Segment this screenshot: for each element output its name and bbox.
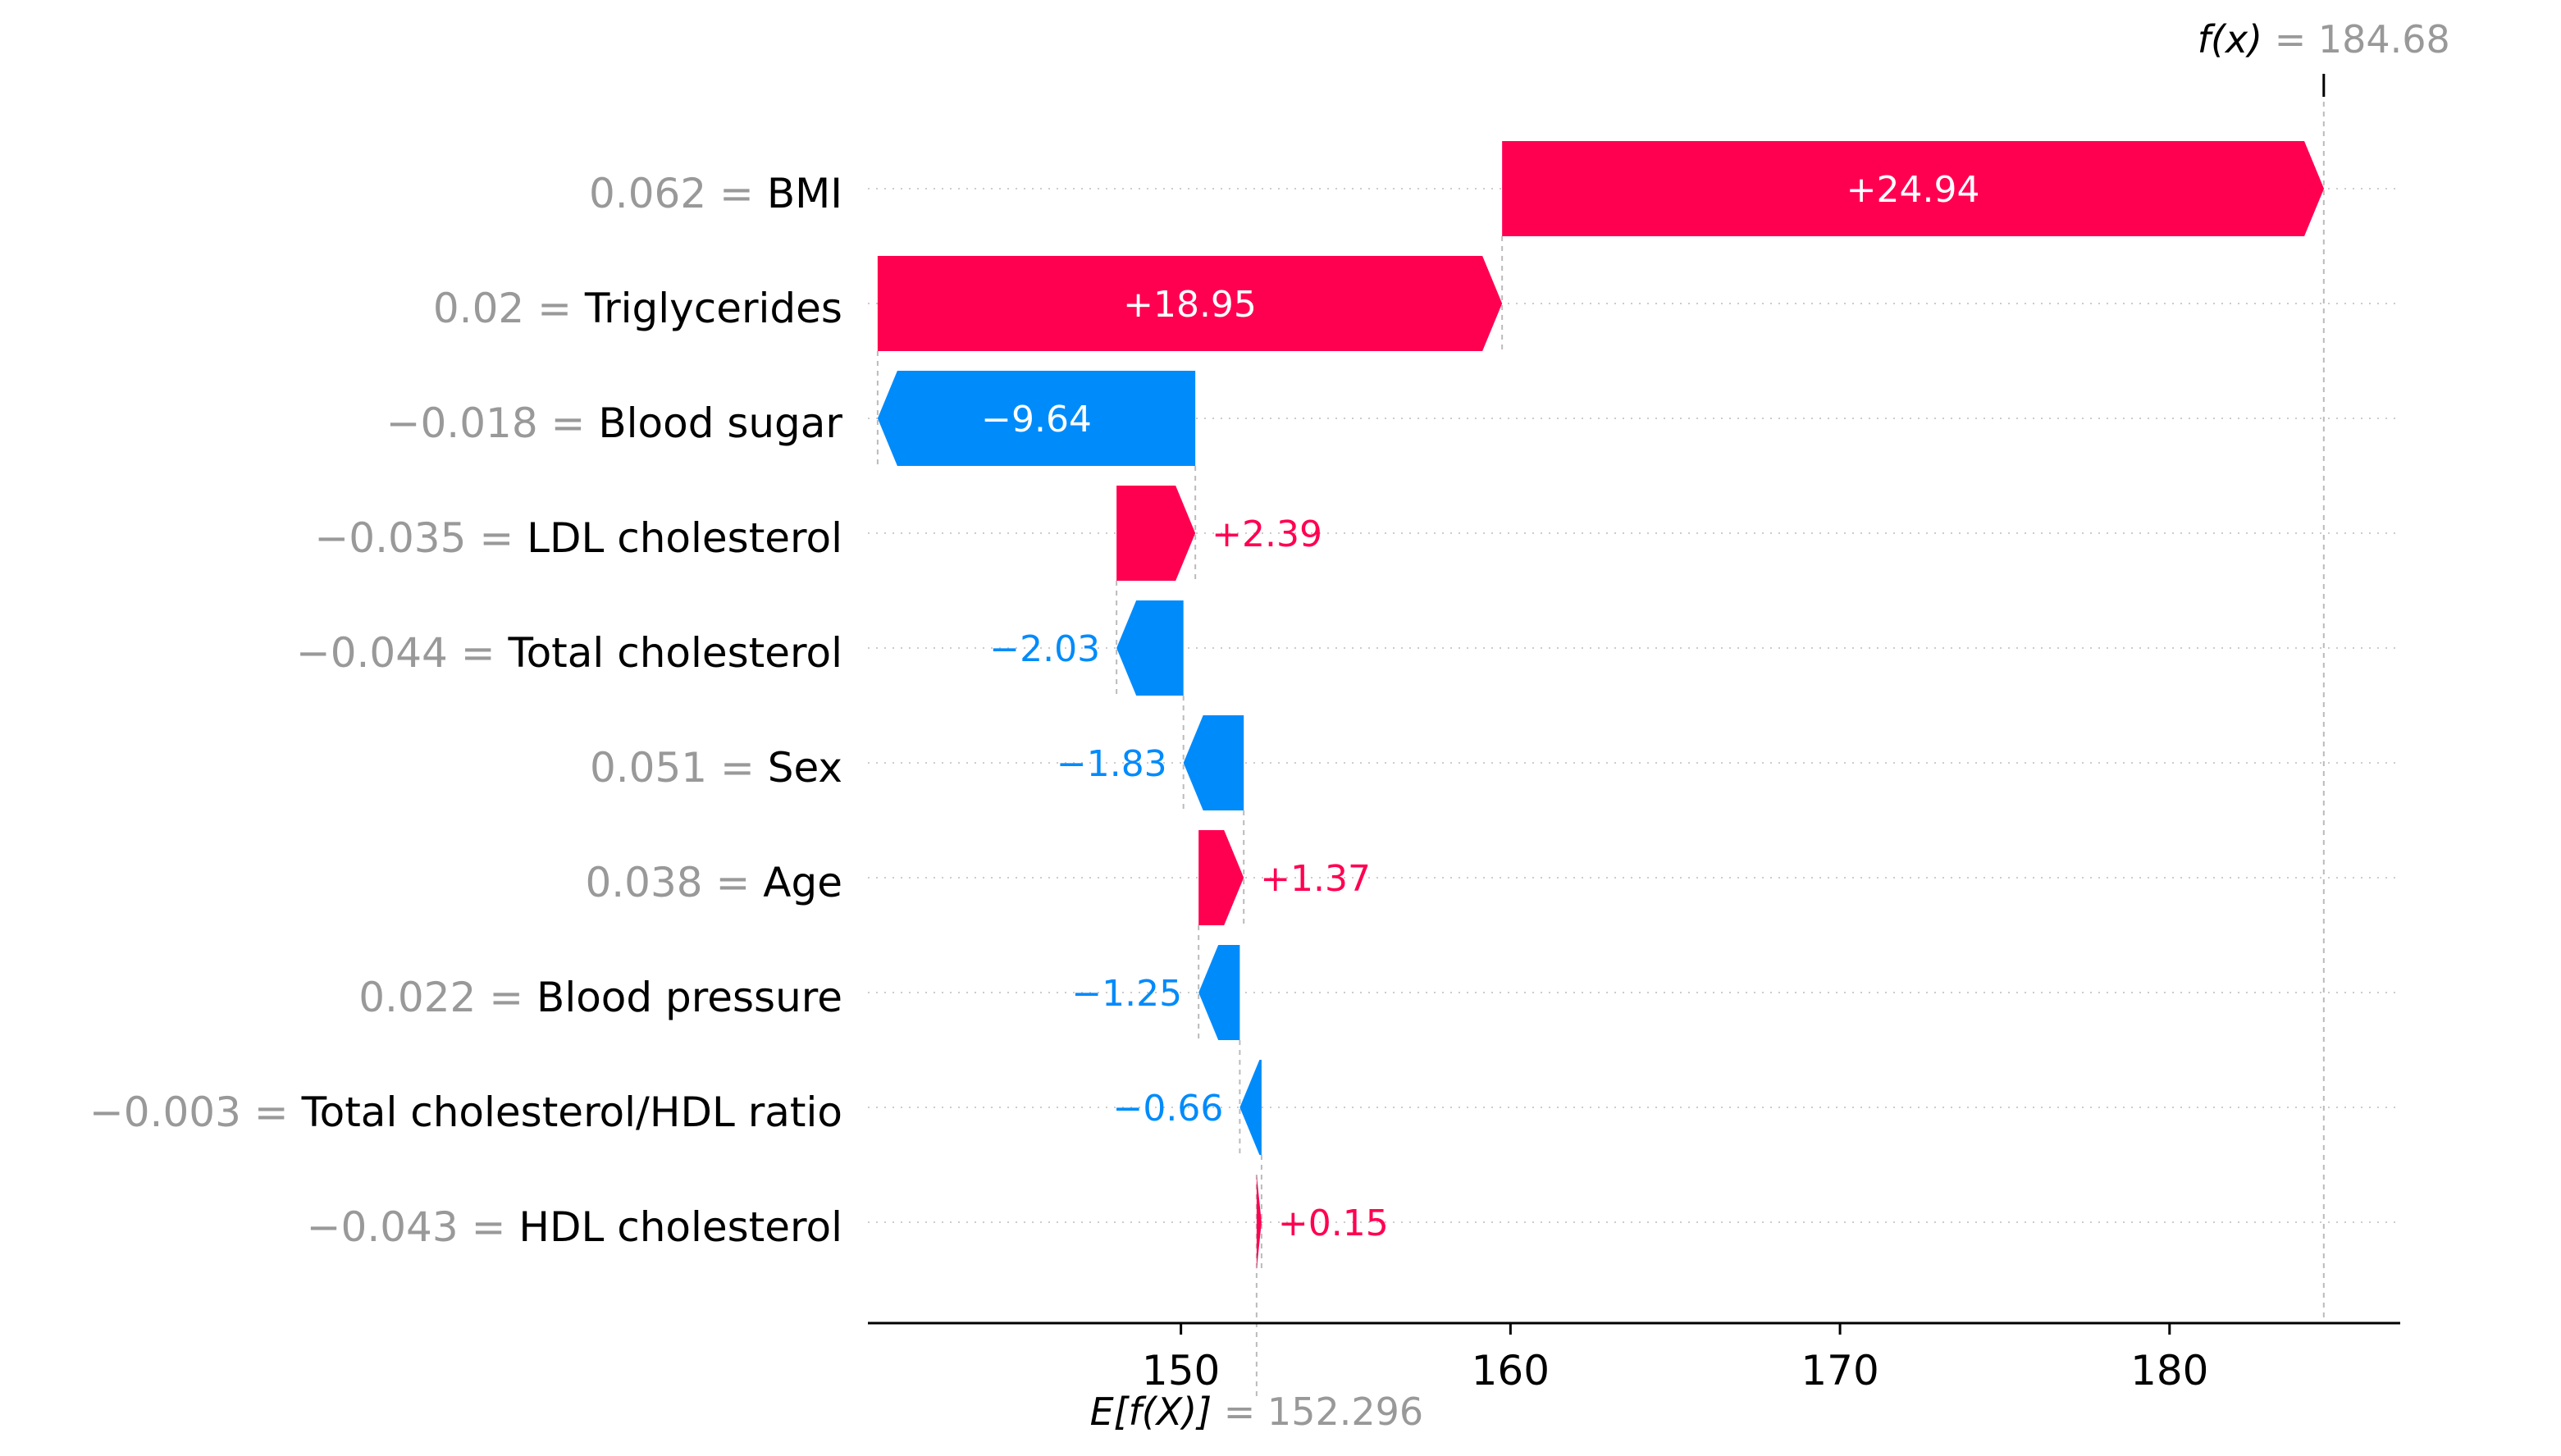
connector-layer: [876, 74, 2326, 1397]
feature-name: Total cholesterol: [508, 629, 842, 677]
feature-name: Blood pressure: [536, 974, 842, 1021]
feature-label: 0.02 = Triglycerides: [433, 285, 842, 332]
feature-label: 0.022 = Blood pressure: [358, 974, 842, 1021]
contribution-label: −1.25: [1071, 973, 1182, 1015]
contribution-label: +0.15: [1278, 1203, 1389, 1244]
feature-value: −0.018 =: [386, 399, 599, 447]
feature-label: 0.062 = BMI: [589, 170, 842, 217]
feature-label: 0.038 = Age: [585, 859, 842, 906]
base-value-number: = 152.296: [1224, 1390, 1423, 1434]
x-tick-label: 170: [1801, 1347, 1879, 1394]
feature-value: 0.051 =: [590, 744, 768, 792]
waterfall-bar: [1198, 830, 1244, 925]
feature-label: −0.018 = Blood sugar: [386, 399, 843, 447]
feature-name: HDL cholesterol: [518, 1203, 842, 1251]
contribution-label: +24.94: [1847, 169, 1980, 211]
feature-value: 0.02 =: [433, 285, 585, 332]
output-value-number: = 184.68: [2275, 17, 2450, 62]
waterfall-bar: [1256, 1175, 1262, 1270]
feature-label: 0.051 = Sex: [590, 744, 842, 792]
bar-layer: [877, 141, 2325, 1270]
label-layer: +24.94 0.062 = BMI +18.95 0.02 = Triglyceri…: [89, 169, 1980, 1251]
base-value-symbol: E[f(X)]: [1090, 1390, 1224, 1434]
x-tick-label: 180: [2130, 1347, 2208, 1394]
contribution-label: +2.39: [1212, 513, 1322, 555]
feature-label: −0.044 = Total cholesterol: [296, 629, 842, 677]
waterfall-bar: [1116, 600, 1184, 696]
output-value-symbol: f(x): [2198, 17, 2275, 62]
feature-name: LDL cholesterol: [527, 514, 842, 562]
x-axis: 150 160 170 180 E[f(X)] = 152.296 f(x) = 184.…: [868, 17, 2450, 1434]
output-value-label: f(x) = 184.68: [2198, 17, 2450, 62]
feature-name: Blood sugar: [598, 399, 842, 447]
waterfall-bar: [1198, 945, 1240, 1040]
contribution-label: −1.83: [1057, 743, 1167, 785]
waterfall-bar: [877, 371, 1196, 466]
x-tick-label: 150: [1142, 1347, 1220, 1394]
feature-name: Age: [763, 859, 842, 906]
contribution-label: −9.64: [981, 399, 1092, 440]
feature-value: 0.038 =: [585, 859, 763, 906]
feature-value: −0.003 =: [89, 1089, 302, 1136]
contribution-label: +18.95: [1123, 284, 1257, 326]
feature-name: BMI: [767, 170, 842, 217]
waterfall-bar: [1502, 141, 2325, 236]
waterfall-bar: [877, 256, 1503, 351]
feature-name: Total cholesterol/HDL ratio: [301, 1089, 842, 1136]
feature-label: −0.035 = LDL cholesterol: [314, 514, 842, 562]
contribution-label: −2.03: [989, 628, 1100, 670]
waterfall-bar: [1183, 715, 1244, 810]
x-tick-label: 160: [1472, 1347, 1550, 1394]
feature-value: −0.035 =: [314, 514, 527, 562]
waterfall-bar: [1116, 486, 1196, 581]
feature-value: −0.043 =: [307, 1203, 519, 1251]
contribution-label: +1.37: [1260, 858, 1371, 900]
contribution-label: −0.66: [1113, 1088, 1224, 1130]
feature-value: 0.062 =: [589, 170, 767, 217]
feature-name: Triglycerides: [584, 285, 842, 332]
feature-value: 0.022 =: [358, 974, 536, 1021]
base-value-label: E[f(X)] = 152.296: [1090, 1390, 1424, 1434]
feature-value: −0.044 =: [296, 629, 509, 677]
feature-name: Sex: [768, 744, 842, 792]
feature-label: −0.043 = HDL cholesterol: [307, 1203, 842, 1251]
feature-label: −0.003 = Total cholesterol/HDL ratio: [89, 1089, 842, 1136]
waterfall-bar: [1239, 1060, 1262, 1155]
